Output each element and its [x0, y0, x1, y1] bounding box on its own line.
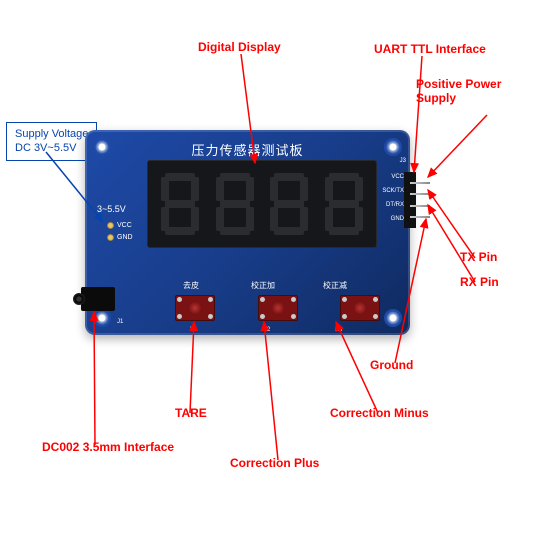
- label-correction-plus: Correction Plus: [230, 456, 319, 470]
- digit: [214, 171, 256, 237]
- pcb-board: 压力传感器测试板 3~5.5V VCC GND J3 VCC SCK/TX DT…: [85, 130, 410, 335]
- digit: [323, 171, 365, 237]
- label-supply-voltage: Supply Voltage DC 3V~5.5V: [6, 122, 97, 161]
- digit: [159, 171, 201, 237]
- j3-header: [404, 172, 416, 228]
- label-dc002: DC002 3.5mm Interface: [42, 440, 174, 454]
- label-ground: Ground: [370, 358, 413, 372]
- dc-jack: [81, 287, 115, 311]
- mount-hole: [384, 309, 402, 327]
- button-row: [175, 295, 380, 321]
- label-uart: UART TTL Interface: [374, 42, 486, 56]
- correction-plus-button: [258, 295, 298, 321]
- vcc-gnd-pads: VCC GND: [107, 220, 133, 244]
- btn-zh-label: 校正加: [251, 280, 275, 291]
- correction-minus-button: [340, 295, 380, 321]
- label-digital-display: Digital Display: [198, 40, 281, 54]
- label-rx: RX Pin: [460, 275, 499, 289]
- label-tare: TARE: [175, 406, 207, 420]
- label-positive-power: Positive Power Supply: [416, 77, 501, 106]
- tare-button: [175, 295, 215, 321]
- k-label: K3: [335, 327, 342, 333]
- seven-segment-display: [147, 160, 377, 248]
- k-label: K2: [263, 327, 270, 333]
- btn-zh-label: 校正减: [323, 280, 347, 291]
- j1-label: J1: [117, 319, 123, 325]
- btn-zh-label: 去皮: [183, 280, 199, 291]
- board-title: 压力传感器测试板: [85, 140, 410, 159]
- voltage-text: 3~5.5V: [97, 204, 126, 214]
- label-tx: TX Pin: [460, 250, 497, 264]
- j3-label: J3: [400, 158, 406, 164]
- digit: [268, 171, 310, 237]
- label-correction-minus: Correction Minus: [330, 406, 429, 420]
- mount-hole: [93, 309, 111, 327]
- pin-labels: VCC SCK/TX DT/RX GND: [382, 170, 404, 226]
- k-label: K1: [190, 327, 197, 333]
